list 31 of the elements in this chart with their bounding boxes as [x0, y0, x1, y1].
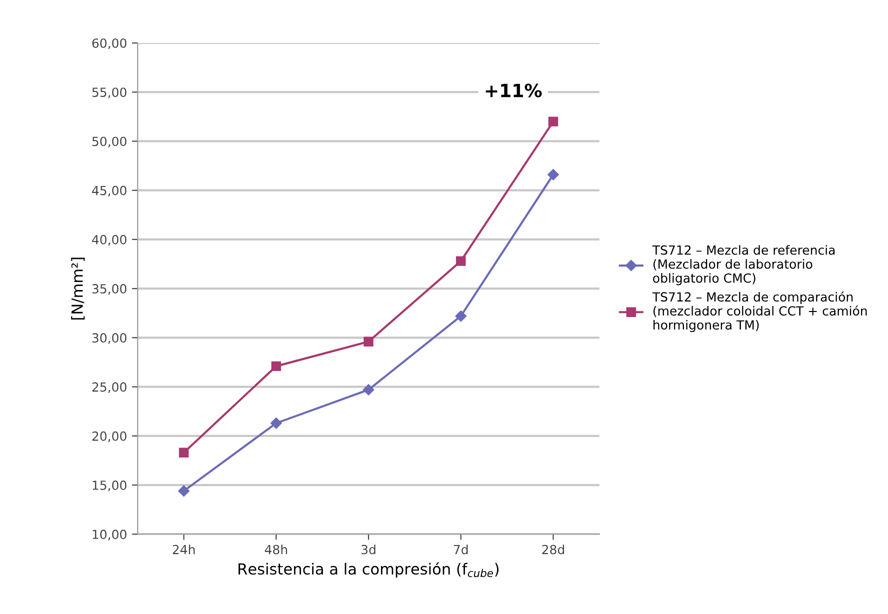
- point: [362, 384, 374, 396]
- x-tick-label: 28d: [542, 544, 564, 554]
- x-tick-label: 24h: [172, 544, 195, 554]
- point: [178, 485, 190, 497]
- legend-label: TS712 – Mezcla de comparación (mezclador coloidal CCT + camión hormigonera TM): [652, 291, 867, 332]
- y-tick-label: 20,00: [92, 431, 126, 442]
- y-tick-label: 40,00: [92, 234, 126, 246]
- y-axis-title: [N/mm²]: [71, 258, 85, 320]
- point: [456, 256, 466, 266]
- y-tick-label: 10,00: [92, 530, 126, 540]
- y-tick-label: 25,00: [92, 382, 126, 394]
- point: [548, 169, 559, 180]
- y-tick-label: 15,00: [92, 480, 126, 492]
- point: [548, 116, 558, 126]
- point: [364, 336, 374, 346]
- y-tick-label: 60,00: [92, 38, 126, 50]
- y-tick-label: 30,00: [92, 333, 126, 344]
- y-tick-label: 50,00: [92, 136, 126, 148]
- x-tick-label: 48h: [264, 544, 288, 554]
- y-tick-label: 35,00: [92, 284, 126, 295]
- y-tick-label: 55,00: [92, 88, 126, 98]
- x-axis-title: Resistencia a la compresión (f$_{cube}$): [238, 562, 499, 578]
- point: [270, 418, 282, 429]
- x-tick-label: 7d: [454, 544, 468, 554]
- x-tick-label: 3d: [362, 544, 376, 554]
- annotation: +11%: [486, 84, 542, 98]
- point: [271, 361, 282, 372]
- point: [455, 310, 466, 322]
- point: [178, 448, 189, 458]
- legend-label: TS712 – Mezcla de referencia (Mezclador de laboratorio obligatorio CMC): [652, 245, 835, 286]
- y-tick-label: 45,00: [92, 186, 126, 197]
